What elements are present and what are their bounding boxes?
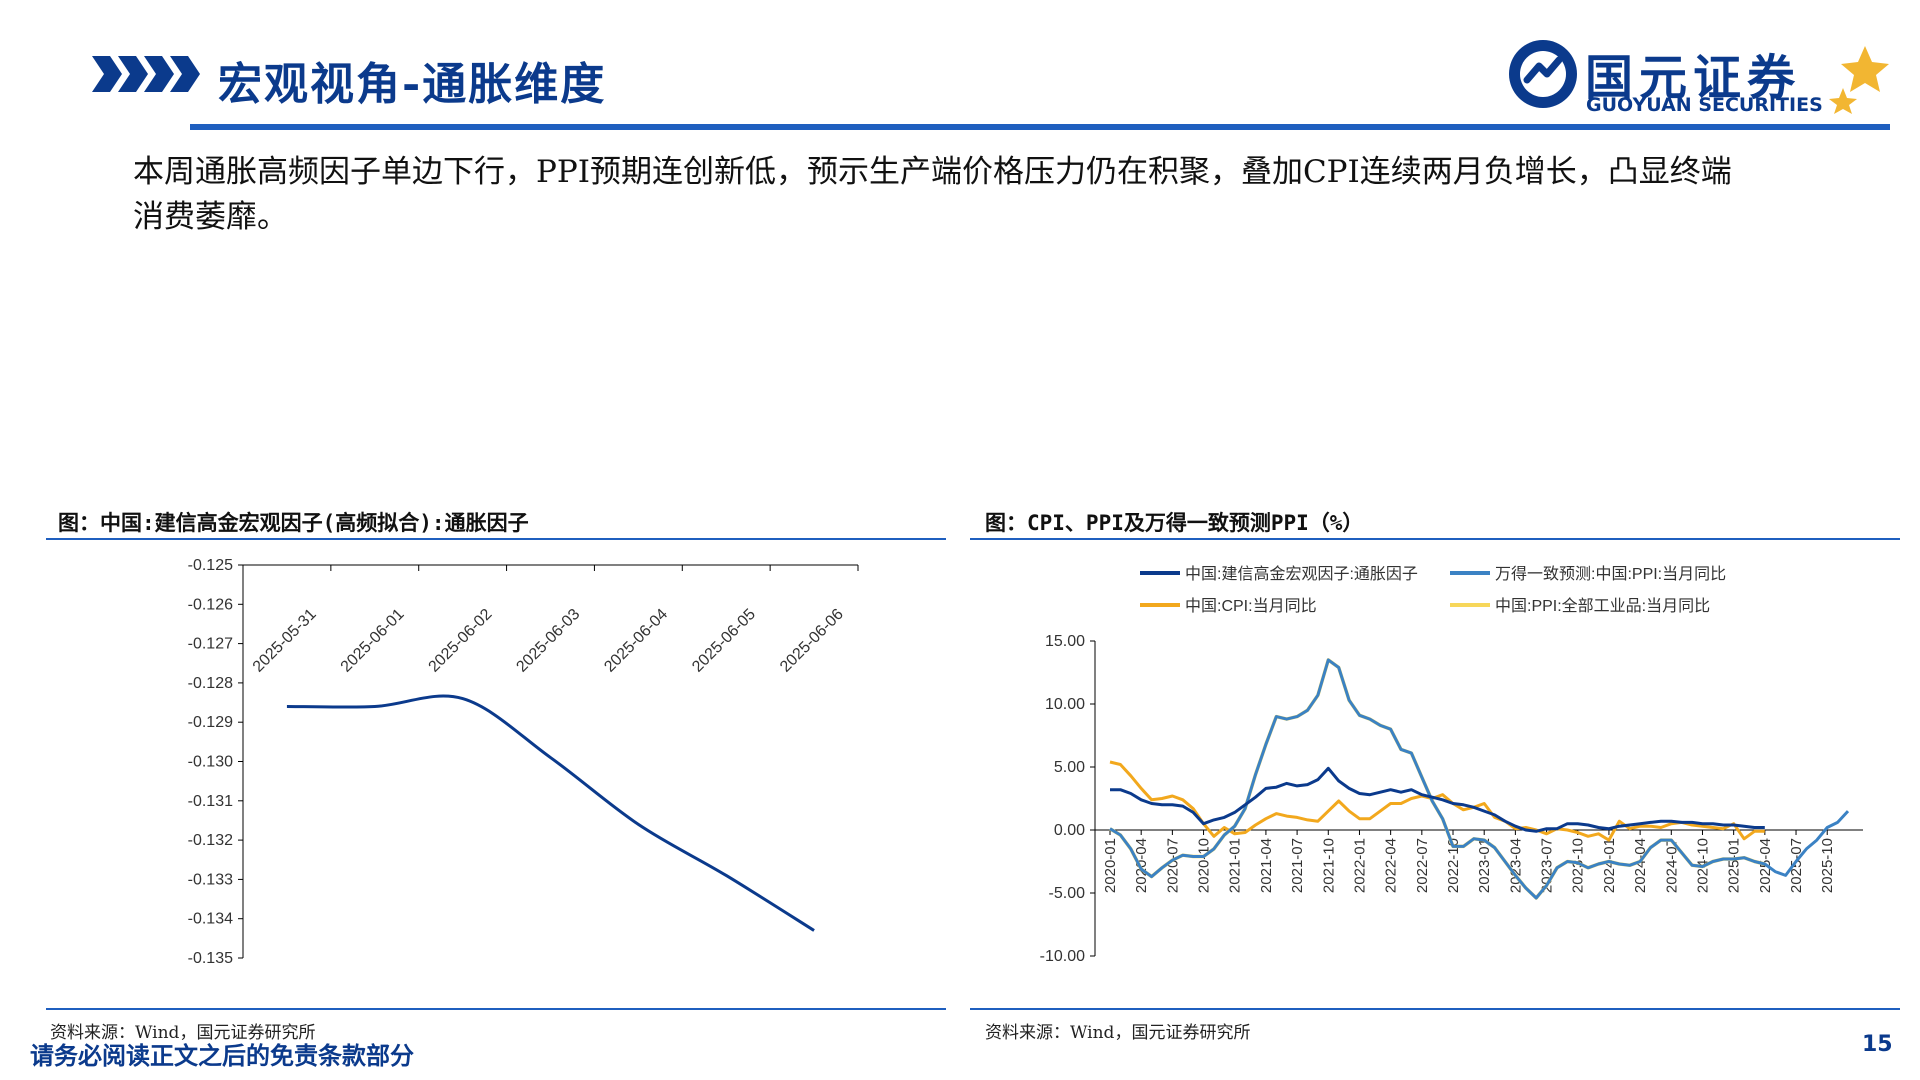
chart2-x-tick-label: 2025-10 (1819, 838, 1836, 893)
company-logo-icon (1509, 40, 1577, 108)
title-divider (190, 124, 1890, 130)
chart2-y-tick-label: 15.00 (1045, 633, 1085, 650)
chart2-x-tick-label: 2022-01 (1351, 838, 1368, 893)
chart2-x-tick-label: 2020-04 (1133, 838, 1150, 893)
chart1-y-tick-label: -0.128 (188, 675, 233, 692)
chart1-y-tick-label: -0.130 (188, 754, 233, 771)
chart1-y-tick-label: -0.132 (188, 832, 233, 849)
chart2-y-tick-label: 0.00 (1054, 822, 1085, 839)
chart1-x-tick-label: 2025-06-02 (426, 606, 496, 676)
chart2-x-tick-label: 2020-01 (1102, 838, 1119, 893)
chart2-y-tick-label: -5.00 (1049, 885, 1086, 902)
figure-2-source: 资料来源：Wind，国元证券研究所 (985, 1023, 1251, 1043)
chart2-x-tick-label: 2023-10 (1570, 838, 1587, 893)
series-line-0 (1110, 766, 1765, 833)
page-number: 15 (1862, 1032, 1893, 1057)
chart1-y-tick-label: -0.134 (188, 911, 233, 928)
chart1-x-tick-label: 2025-06-06 (777, 606, 847, 676)
chart2-x-tick-label: 2025-07 (1788, 838, 1805, 893)
figure-1-title: 图：中国:建信高金宏观因子(高频拟合):通胀因子 (58, 511, 529, 535)
chart2-x-tick-label: 2024-07 (1663, 838, 1680, 893)
cpi-ppi-chart: 中国:建信高金宏观因子:通胀因子 万得一致预测:中国:PPI:当月同比中国:CPI… (1040, 565, 1863, 965)
series-line-2 (1109, 760, 1765, 842)
chart1-y-tick-label: -0.127 (188, 636, 233, 653)
figure-2-bottom-rule (970, 1008, 1900, 1010)
legend-label: 中国:PPI:全部工业品:当月同比 (1495, 597, 1710, 615)
figure-1-divider (46, 538, 946, 540)
chart1-x-tick-label: 2025-05-31 (250, 606, 320, 676)
chart1-x-tick-label: 2025-06-01 (338, 606, 408, 676)
page-title: 宏观视角-通胀维度 (218, 59, 607, 110)
section-chevrons-icon (92, 56, 200, 92)
legend-label: 万得一致预测:中国:PPI:当月同比 (1495, 565, 1726, 583)
chart2-x-tick-label: 2022-10 (1445, 838, 1462, 893)
chart1-y-tick-label: -0.133 (188, 871, 233, 888)
legend-label: 中国:建信高金宏观因子:通胀因子 (1185, 565, 1418, 583)
figure-1-source: 资料来源：Wind，国元证券研究所 (50, 1023, 316, 1043)
chart2-x-tick-label: 2024-04 (1632, 838, 1649, 893)
chart1-x-tick-label: 2025-06-03 (513, 606, 583, 676)
chart2-x-tick-label: 2020-10 (1196, 838, 1213, 893)
chart2-x-tick-label: 2021-04 (1258, 838, 1275, 893)
chart2-x-tick-label: 2021-01 (1227, 838, 1244, 893)
chart1-y-tick-label: -0.129 (188, 714, 233, 731)
chart2-x-tick-label: 2022-04 (1383, 838, 1400, 893)
chart1-y-tick-label: -0.135 (188, 950, 233, 967)
chart2-y-tick-label: 5.00 (1054, 759, 1085, 776)
chart1-y-tick-label: -0.126 (188, 596, 233, 613)
inflation-factor-line (286, 694, 815, 932)
chart1-y-tick-label: -0.125 (188, 557, 233, 574)
summary-text: 本周通胀高频因子单边下行，PPI预期连创新低，预示生产端价格压力仍在积聚，叠加C… (133, 154, 1732, 235)
company-name-en: GUOYUAN SECURITIES (1586, 94, 1823, 116)
disclaimer: 请务必阅读正文之后的免责条款部分 (30, 1041, 414, 1070)
figure-2-title: 图：CPI、PPI及万得一致预测PPI（%） (985, 511, 1364, 535)
legend-label: 中国:CPI:当月同比 (1185, 597, 1317, 615)
chart2-x-tick-label: 2025-01 (1726, 838, 1743, 893)
inflation-factor-chart: -0.125 -0.126 -0.127 -0.128 -0.129 -0.130 -0.1… (188, 557, 859, 967)
chart1-x-tick-label: 2025-06-04 (601, 606, 671, 676)
chart2-y-tick-label: -10.00 (1040, 948, 1085, 965)
chart1-y-tick-label: -0.131 (188, 793, 233, 810)
figure-2-divider (970, 538, 1900, 540)
figure-1-bottom-rule (46, 1008, 946, 1010)
company-name: 国元证券 (1585, 50, 1802, 106)
gold-star-icon (1829, 46, 1889, 114)
chart2-x-tick-label: 2024-01 (1601, 838, 1618, 893)
chart2-y-tick-label: 10.00 (1045, 696, 1085, 713)
chart2-x-tick-label: 2021-07 (1289, 838, 1306, 893)
chart2-x-tick-label: 2020-07 (1164, 838, 1181, 893)
chart1-x-tick-label: 2025-06-05 (689, 606, 759, 676)
series-line-1 (1109, 658, 1850, 900)
chart2-x-tick-label: 2021-10 (1320, 838, 1337, 893)
chart2-x-tick-label: 2023-01 (1476, 838, 1493, 893)
chart2-x-tick-label: 2022-07 (1414, 838, 1431, 893)
